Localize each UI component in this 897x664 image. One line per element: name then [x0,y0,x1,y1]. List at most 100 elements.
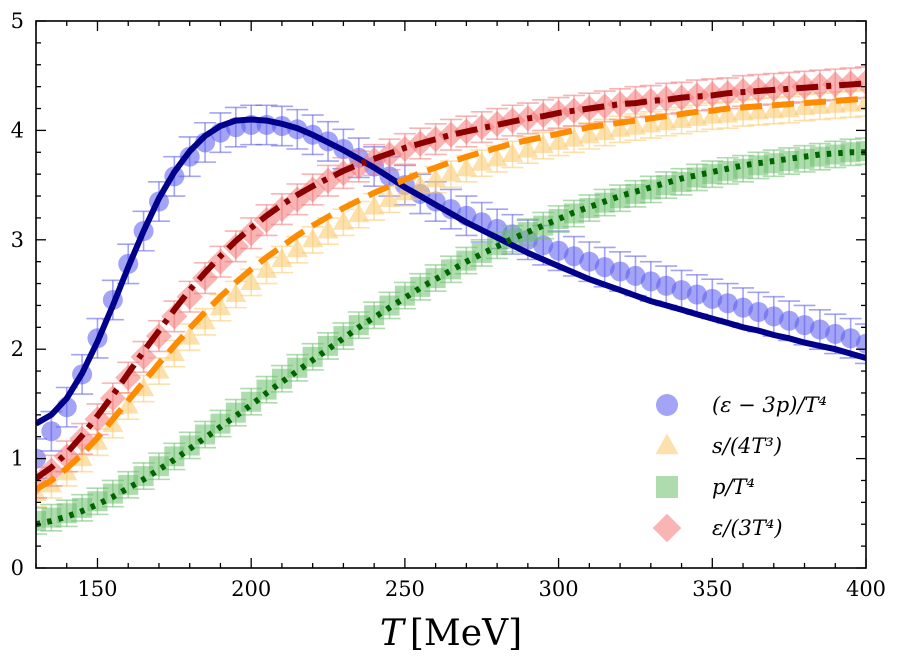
energy-marker [637,87,664,114]
entropy-marker [455,157,477,177]
entropy-data-point [609,115,632,144]
entropy-marker [701,104,723,124]
energy-curve [36,80,866,481]
interaction-data-point [793,304,816,346]
legend-label-energy: ε/(3T⁴) [712,516,783,540]
interaction-data-point [824,313,847,355]
entropy-marker [409,174,431,194]
interaction-marker [825,323,846,344]
x-axis-title: T [MeV] [380,613,522,654]
entropy-marker [363,195,385,215]
pressure-data-point [71,493,94,522]
pressure-data-point [747,151,770,180]
energy-marker [776,74,803,101]
legend-item-interaction: (ε − 3p)/T⁴ [656,393,827,417]
entropy-data-point [670,106,693,135]
interaction-marker [533,235,554,256]
entropy-data-point [363,193,386,221]
energy-marker [607,91,634,118]
pressure-marker [856,141,866,162]
interaction-marker [733,297,754,318]
axis-ticks [35,20,867,569]
interaction-data-point [808,309,831,351]
entropy-data-point [301,225,324,254]
interaction-marker [794,315,815,336]
entropy-marker [717,103,739,123]
entropy-marker [379,187,401,207]
pressure-marker [702,164,723,185]
interaction-marker [840,328,861,349]
plot-frame [35,20,867,569]
pressure-marker [164,446,185,467]
entropy-marker [824,93,846,113]
energy-marker [822,71,849,98]
legend-label-pressure: p/T⁴ [712,475,755,499]
data-markers [36,66,866,535]
y-tick-label: 1 [11,447,24,471]
y-tick-label: 5 [11,9,24,33]
entropy-data-point [701,102,724,131]
x-tick-label: 200 [231,577,271,601]
interaction-marker [640,271,661,292]
entropy-marker [732,101,754,121]
x-tick-label: 250 [385,577,425,601]
legend-marker-energy [652,513,682,543]
interaction-marker [809,319,830,340]
entropy-marker [194,310,216,330]
interaction-marker [748,302,769,323]
legend-item-pressure: p/T⁴ [656,475,755,499]
pressure-data-point [163,442,186,471]
entropy-data-point [855,89,866,117]
x-axis-title-variable: T [380,613,407,654]
energy-marker [591,93,618,120]
entropy-marker [209,296,231,316]
entropy-marker [425,168,447,188]
interaction-data-point [716,282,739,324]
energy-data-point [222,230,249,263]
y-tick-label: 0 [11,556,24,580]
legend-marker-pressure [656,476,678,498]
energy-marker [222,233,249,260]
model-curves [36,80,866,528]
interaction-marker [656,275,677,296]
interaction-marker [610,261,631,282]
entropy-marker [348,203,370,223]
pressure-marker [625,183,646,204]
legend-item-entropy: s/(4T³) [655,433,782,458]
pressure-marker [748,155,769,176]
pressure-curve [36,149,866,528]
interaction-data-point [685,274,708,315]
entropy-data-point [824,91,847,120]
interaction-marker [717,293,738,314]
interaction-marker [671,280,692,301]
entropy-marker [179,325,201,345]
energy-data-point [591,90,618,123]
entropy-marker [302,228,324,248]
energy-marker [207,248,234,275]
interaction-marker [563,246,584,267]
pressure-marker [41,507,62,528]
entropy-marker [440,162,462,182]
entropy-data-point [778,95,801,124]
interaction-marker [779,310,800,331]
entropy-marker [394,181,416,201]
energy-marker [130,343,157,370]
legend-marker-interaction [656,394,678,416]
energy-marker [238,220,265,247]
entropy-marker [563,127,585,147]
energy-marker [192,265,219,292]
entropy-marker [855,91,866,111]
x-axis-title-unit: [MeV] [410,613,522,654]
entropy-data-point [224,280,247,309]
pressure-marker [825,144,846,165]
tick-labels: 150 200 250 300 350 400 0 1 2 3 4 5 [11,9,886,601]
legend: (ε − 3p)/T⁴ s/(4T³) p/T⁴ ε/(3T⁴) [652,393,827,543]
entropy-marker [655,111,677,131]
energy-data-point [207,245,234,278]
energy-data-point [422,123,449,156]
pressure-marker [671,171,692,192]
pressure-data-point [855,137,866,166]
entropy-marker [671,109,693,129]
interaction-marker [625,265,646,286]
